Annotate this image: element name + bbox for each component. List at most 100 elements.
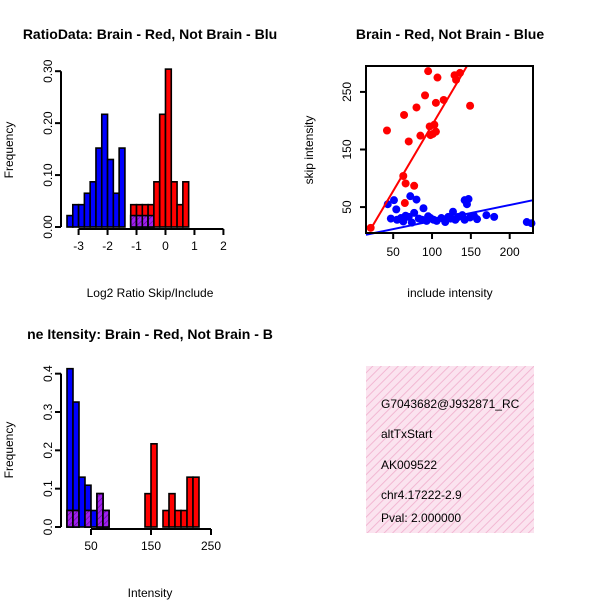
x-tick-label: 100	[422, 245, 442, 259]
x-axis-label: Intensity	[128, 586, 173, 600]
y-axis: 50 150 250	[340, 82, 366, 214]
bar-not-brain	[90, 509, 98, 528]
bar-brain	[164, 68, 173, 228]
y-tick-label: 250	[340, 82, 354, 102]
point-brain	[410, 181, 419, 190]
chart-title: RatioData: Brain - Red, Not Brain - Blu	[23, 26, 277, 42]
fit-line-brain	[370, 65, 468, 229]
point-not-brain	[473, 215, 482, 224]
plot-frame	[365, 65, 534, 234]
bar-brain	[186, 476, 194, 528]
point-not-brain	[527, 219, 536, 228]
point-not-brain	[392, 205, 401, 214]
y-tick-label: 0.4	[41, 365, 55, 382]
point-not-brain	[412, 195, 421, 204]
bar-brain	[170, 181, 178, 228]
bars	[66, 68, 190, 228]
y-tick-label: 50	[340, 200, 354, 214]
bar-overlap	[96, 492, 104, 528]
bar-overlap	[84, 509, 92, 528]
fit-line-not-brain	[365, 199, 534, 236]
event-id: G7043682@J932871_RC	[381, 397, 520, 411]
bar-not-brain	[66, 214, 74, 228]
point-not-brain	[464, 195, 473, 204]
point-brain	[382, 126, 391, 135]
x-axis: 50 100 150 200	[387, 233, 520, 259]
point-not-brain	[490, 212, 499, 221]
point-brain	[400, 199, 409, 208]
intensity-scatter: Brain - Red, Not Brain - Blue 50 100 150 20…	[302, 26, 544, 300]
bar-brain	[168, 492, 176, 528]
ratio-histogram: RatioData: Brain - Red, Not Brain - Blu …	[2, 26, 277, 300]
y-tick-label: 0.20	[41, 111, 55, 135]
fit-lines	[365, 65, 534, 236]
point-brain	[421, 91, 430, 100]
chart-title: Brain - Red, Not Brain - Blue	[356, 26, 544, 42]
y-tick-label: 0.3	[41, 403, 55, 420]
point-not-brain	[419, 204, 428, 213]
bar-overlap	[72, 509, 80, 528]
bar-not-brain	[118, 147, 126, 228]
bar-not-brain	[112, 192, 120, 228]
point-brain	[466, 101, 475, 110]
bar-not-brain	[72, 401, 80, 528]
point-brain	[416, 131, 425, 140]
point-brain	[431, 98, 440, 107]
x-axis: 50 150 250	[84, 528, 221, 553]
y-tick-label: 0.30	[41, 59, 55, 83]
y-tick-label: 0.10	[41, 163, 55, 187]
bars	[66, 367, 200, 528]
chart-title: ne Itensity: Brain - Red, Not Brain - B	[27, 326, 273, 342]
bar-overlap	[147, 214, 155, 228]
bar-brain	[153, 181, 161, 228]
bar-not-brain	[66, 367, 74, 528]
bar-brain	[180, 509, 188, 528]
pval-label: Pval: 2.000000	[381, 511, 461, 525]
y-axis-label: skip intensity	[302, 116, 316, 185]
y-axis: 0.00 0.10 0.20 0.30	[41, 59, 62, 239]
y-tick-label: 0.00	[41, 215, 55, 239]
x-tick-label: 250	[201, 539, 221, 553]
x-axis-label: include intensity	[407, 286, 492, 300]
bar-overlap	[135, 214, 144, 228]
point-brain	[424, 67, 433, 76]
bar-not-brain	[100, 113, 109, 228]
point-not-brain	[386, 214, 395, 223]
bar-brain	[176, 203, 184, 228]
y-tick-label: 0.0	[41, 518, 55, 535]
bar-brain	[192, 476, 200, 528]
bar-not-brain	[106, 158, 115, 228]
bar-overlap	[129, 214, 138, 228]
y-tick-label: 0.1	[41, 480, 55, 497]
point-not-brain	[448, 207, 457, 216]
x-axis-label: Log2 Ratio Skip/Include	[87, 286, 214, 300]
bar-not-brain	[71, 203, 80, 228]
bar-brain	[150, 443, 158, 528]
x-tick-label: 200	[500, 245, 520, 259]
x-tick-label: 0	[162, 239, 169, 253]
point-brain	[401, 179, 410, 188]
x-tick-label: -3	[73, 239, 84, 253]
info-panel-background	[366, 366, 534, 533]
point-brain	[433, 73, 442, 82]
point-brain	[400, 110, 409, 119]
bar-brain	[174, 509, 182, 528]
bar-not-brain	[89, 181, 97, 228]
intensity-histogram: ne Itensity: Brain - Red, Not Brain - B …	[2, 326, 273, 600]
bar-not-brain	[78, 476, 86, 528]
event-type: altTxStart	[381, 427, 433, 441]
point-not-brain	[406, 192, 415, 201]
locus: chr4.17222-2.9	[381, 488, 462, 502]
y-axis: 0.0 0.1 0.2 0.3 0.4	[41, 365, 62, 535]
bar-overlap	[102, 509, 110, 528]
bar-not-brain	[77, 203, 86, 228]
point-brain	[431, 127, 440, 136]
x-tick-label: 50	[387, 245, 401, 259]
point-not-brain	[482, 211, 491, 220]
bar-not-brain	[83, 192, 91, 228]
point-not-brain	[410, 208, 419, 217]
bar-brain	[158, 113, 167, 228]
x-tick-label: 150	[461, 245, 481, 259]
x-tick-label: 50	[84, 539, 98, 553]
